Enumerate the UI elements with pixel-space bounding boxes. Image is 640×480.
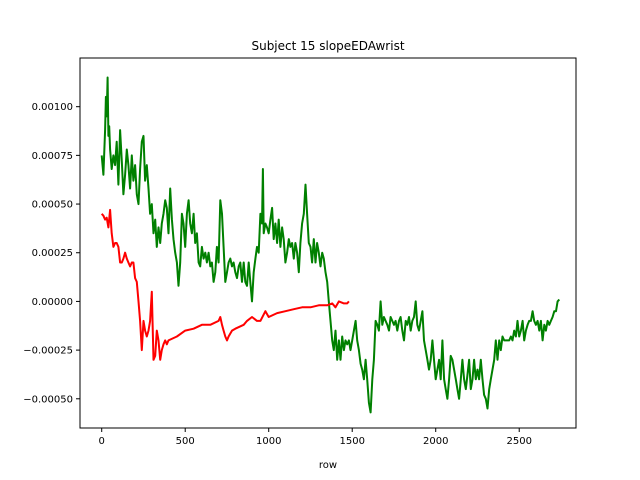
x-tick-label: 1500 xyxy=(339,436,364,447)
x-tick-label: 500 xyxy=(176,436,195,447)
series-layer xyxy=(100,76,561,414)
x-tick-label: 1000 xyxy=(256,436,281,447)
x-tick-label: 2500 xyxy=(506,436,531,447)
x-axis-ticks: 0 500 1000 1500 2000 2500 xyxy=(99,428,532,447)
y-axis-ticks: 0.00100 0.00075 0.00050 0.00025 0.00000 −0.00… xyxy=(23,102,80,405)
y-tick-label: −0.00050 xyxy=(23,394,73,405)
y-tick-label: 0.00075 xyxy=(32,151,73,162)
x-tick-label: 0 xyxy=(99,436,105,447)
y-tick-label: 0.00100 xyxy=(32,102,73,113)
y-tick-label: −0.00025 xyxy=(23,346,73,357)
y-tick-label: 0.00000 xyxy=(32,297,73,308)
x-tick-label: 2000 xyxy=(423,436,448,447)
series-line-1 xyxy=(100,76,561,414)
x-axis-label: row xyxy=(319,460,337,471)
plot-frame xyxy=(79,57,577,429)
chart-title: Subject 15 slopeEDAwrist xyxy=(251,39,404,53)
y-tick-label: 0.00050 xyxy=(32,200,73,211)
y-tick-label: 0.00025 xyxy=(32,248,73,259)
series-line-2 xyxy=(100,208,350,361)
